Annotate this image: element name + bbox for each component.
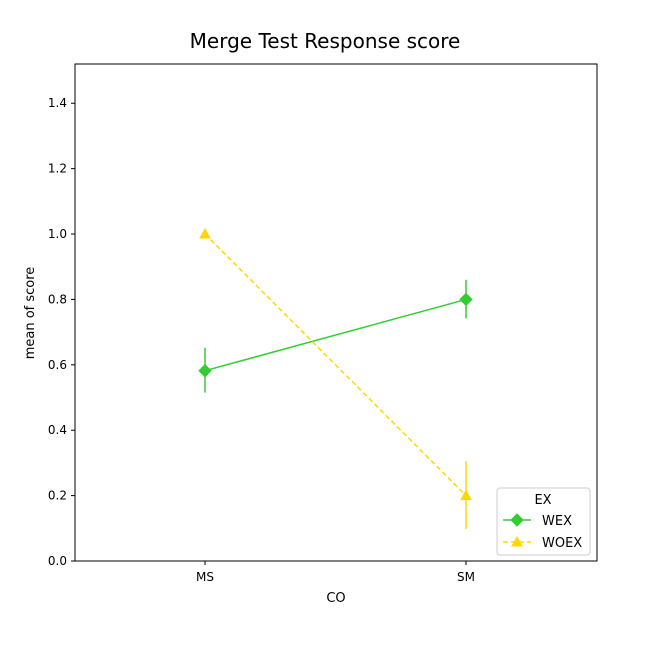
legend-box (496, 487, 591, 556)
x-tick-label: MS (196, 570, 214, 584)
data-point (460, 489, 472, 501)
y-axis-label: mean of score (23, 267, 38, 360)
series-line-woex (204, 233, 467, 497)
y-tick-label: 0.8 (48, 292, 67, 306)
y-tick-label: 1.0 (48, 227, 67, 241)
legend-title: EX (534, 493, 551, 508)
y-tick-label: 0.0 (48, 554, 67, 568)
x-axis-label: CO (326, 591, 345, 606)
data-point (459, 292, 473, 307)
legend-label: WOEX (542, 536, 582, 551)
plot-area: 0.0 0.2 0.4 0.6 0.8 1.0 1.2 1.4 MS SM (48, 63, 598, 584)
series-line-wex (204, 298, 467, 372)
x-tick-label: SM (457, 570, 475, 584)
legend: EX WEX WOEX (496, 487, 591, 556)
data-point (199, 227, 211, 239)
axes-frame (74, 63, 598, 562)
y-tick-label: 1.4 (48, 96, 67, 110)
chart-title: Merge Test Response score (190, 29, 461, 53)
legend-marker (511, 535, 523, 547)
y-tick-label: 0.2 (48, 489, 67, 503)
data-point (198, 363, 212, 378)
y-tick-label: 0.6 (48, 358, 67, 372)
legend-marker (510, 513, 524, 527)
legend-label: WEX (542, 514, 572, 529)
y-tick-label: 1.2 (48, 162, 67, 176)
y-tick-label: 0.4 (48, 423, 67, 437)
